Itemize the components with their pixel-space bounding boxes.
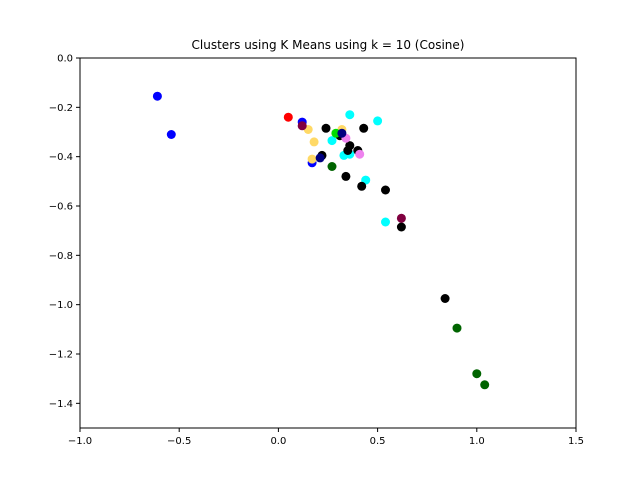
scatter-point <box>297 121 307 131</box>
scatter-point <box>345 110 355 120</box>
points-layer <box>152 91 490 390</box>
scatter-point <box>341 171 351 181</box>
scatter-point <box>283 112 293 122</box>
x-tick-label: 0.0 <box>270 436 286 447</box>
y-tick-label: −1.4 <box>49 399 73 410</box>
scatter-point <box>152 91 162 101</box>
scatter-point <box>309 137 319 147</box>
y-tick-label: −0.2 <box>49 103 73 114</box>
y-tick-label: −0.4 <box>49 152 73 163</box>
y-tick-label: −1.0 <box>49 300 73 311</box>
x-tick-label: −0.5 <box>167 436 191 447</box>
scatter-point <box>166 130 176 139</box>
scatter-point <box>452 323 462 333</box>
scatter-point <box>345 141 355 151</box>
scatter-point <box>321 123 331 133</box>
scatter-point <box>381 217 390 227</box>
scatter-point <box>472 369 482 379</box>
x-tick-label: 1.0 <box>469 436 485 447</box>
scatter-point <box>315 153 325 163</box>
y-tick-label: −0.6 <box>49 202 73 213</box>
x-tick-label: −1.0 <box>68 436 92 447</box>
chart-title: Clusters using K Means using k = 10 (Cos… <box>192 38 465 52</box>
scatter-point <box>327 136 337 146</box>
plot-frame <box>79 57 577 429</box>
scatter-point <box>359 123 369 133</box>
scatter-point <box>357 181 367 191</box>
scatter-point <box>307 154 317 164</box>
scatter-point <box>337 128 347 138</box>
y-tick-label: −0.8 <box>49 251 73 262</box>
scatter-point <box>396 213 406 223</box>
x-tick-label: 1.5 <box>568 436 584 447</box>
y-tick-label: −1.2 <box>49 350 73 361</box>
scatter-point <box>381 185 390 195</box>
x-tick-label: 0.5 <box>370 436 386 447</box>
scatter-point <box>480 380 490 390</box>
scatter-point <box>373 116 383 126</box>
y-tick-label: 0.0 <box>57 54 73 65</box>
scatter-point <box>440 294 450 303</box>
scatter-point <box>327 162 337 171</box>
scatter-point <box>355 149 365 159</box>
y-axis: 0.0 −0.2 −0.4 −0.6 −0.8 −1.0 −1.2 −1.4 <box>49 54 80 410</box>
scatter-point <box>396 222 406 232</box>
x-axis: −1.0 −0.5 0.0 0.5 1.0 1.5 <box>68 428 584 447</box>
